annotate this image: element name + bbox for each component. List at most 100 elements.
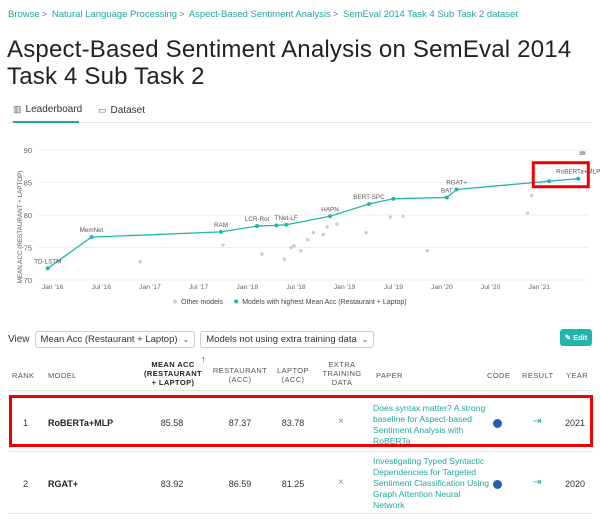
best-model-label: RoBERTa+MLP bbox=[556, 169, 600, 176]
legend-marker bbox=[173, 299, 177, 304]
other-model-point bbox=[364, 230, 368, 235]
col-mean-acc-l3: + LAPTOP) bbox=[151, 378, 195, 387]
other-model-point bbox=[335, 222, 339, 226]
col-paper[interactable]: PAPER bbox=[376, 371, 403, 380]
col-restaurant-l2: (ACC) bbox=[228, 375, 252, 384]
other-model-point bbox=[388, 215, 393, 219]
view-label: View bbox=[8, 334, 30, 345]
x-tick-label: Jan '17 bbox=[139, 284, 161, 291]
row2-mean-acc: 83.92 bbox=[160, 479, 184, 489]
best-model-label: BAT bbox=[441, 187, 453, 194]
best-model-point bbox=[366, 201, 371, 206]
col-laptop-l2: (ACC) bbox=[281, 375, 305, 384]
chart-menu-icon[interactable]: ≡ bbox=[579, 145, 587, 159]
breadcrumb: Browse > Natural Language Processing > Asp… bbox=[8, 9, 518, 20]
x-tick-label: Jan '21 bbox=[528, 284, 550, 291]
header-divider bbox=[8, 390, 592, 391]
col-code[interactable]: CODE bbox=[487, 371, 511, 380]
breadcrumb-dataset[interactable]: SemEval 2014 Task 4 Sub Task 2 dataset bbox=[343, 9, 518, 20]
y-tick-label: 70 bbox=[24, 276, 32, 285]
result-link-icon[interactable]: ⇥ bbox=[533, 477, 542, 488]
breadcrumb-browse[interactable]: Browse bbox=[8, 9, 40, 20]
col-mean-acc-l2: (RESTAURANT bbox=[143, 369, 202, 378]
x-tick-label: Jul '19 bbox=[384, 284, 404, 291]
best-model-label: HAPN bbox=[321, 206, 339, 213]
other-model-point bbox=[311, 230, 316, 235]
highlight-box bbox=[9, 395, 593, 447]
row1-paper-link[interactable]: Does syntax matter? A strong baseline fo… bbox=[373, 403, 486, 446]
sort-arrow-icon[interactable]: ↑ bbox=[201, 354, 206, 364]
best-model-label: BERT-SPC bbox=[353, 194, 385, 201]
other-model-point bbox=[325, 225, 329, 229]
row1-extra-data-cross-icon: × bbox=[338, 416, 344, 427]
page-title-line2: Task 4 Sub Task 2 bbox=[7, 63, 205, 90]
best-models-line bbox=[47, 178, 579, 269]
tab-leaderboard[interactable]: ▥ Leaderboard bbox=[13, 97, 82, 123]
best-model-point bbox=[444, 195, 449, 200]
filter-select[interactable]: Models not using extra training data ⌄ bbox=[200, 331, 375, 348]
github-icon[interactable] bbox=[493, 480, 502, 489]
tab-dataset[interactable]: ▭ Dataset bbox=[98, 97, 145, 123]
other-model-point bbox=[221, 243, 225, 247]
row1-rank: 1 bbox=[23, 418, 29, 428]
x-tick-label: Jul '18 bbox=[286, 284, 306, 291]
best-model-point bbox=[219, 229, 224, 234]
breadcrumb-absa[interactable]: Aspect-Based Sentiment Analysis bbox=[188, 9, 331, 20]
other-model-point bbox=[289, 245, 293, 250]
x-tick-label: Jul '16 bbox=[92, 284, 112, 291]
best-model-point bbox=[576, 176, 581, 181]
row2-extra-data-cross-icon: × bbox=[338, 477, 344, 488]
best-model-label: RAM bbox=[214, 222, 228, 229]
tab-bar: ▥ Leaderboard ▭ Dataset bbox=[8, 97, 592, 123]
x-tick-label: Jul '17 bbox=[189, 284, 209, 291]
col-extra-l2: TRAINING bbox=[322, 369, 362, 378]
row2-rank: 2 bbox=[23, 479, 29, 489]
col-model[interactable]: MODEL bbox=[48, 371, 77, 380]
best-model-label: LCR-Rot bbox=[245, 216, 270, 223]
other-model-point bbox=[425, 249, 430, 253]
legend-marker bbox=[234, 299, 239, 304]
col-extra-l3: DATA bbox=[331, 378, 353, 387]
col-year[interactable]: YEAR bbox=[566, 371, 589, 380]
breadcrumb-nlp[interactable]: Natural Language Processing bbox=[51, 9, 178, 20]
tab-dataset-label: Dataset bbox=[110, 104, 145, 116]
edit-button[interactable]: ✎ Edit bbox=[560, 329, 592, 346]
table-controls: View Mean Acc (Restaurant + Laptop) ⌄ Mo… bbox=[8, 331, 375, 348]
other-model-point bbox=[282, 257, 286, 261]
other-model-point bbox=[401, 214, 405, 218]
y-tick-label: 85 bbox=[24, 179, 32, 188]
other-model-point bbox=[321, 232, 325, 237]
github-icon[interactable] bbox=[493, 419, 502, 428]
other-model-point bbox=[260, 252, 264, 256]
other-model-point bbox=[292, 243, 296, 248]
col-extra-training-data[interactable]: EXTRA TRAINING DATA bbox=[318, 360, 366, 387]
row1-model[interactable]: RoBERTa+MLP bbox=[48, 418, 114, 428]
row1-mean-acc: 85.58 bbox=[160, 418, 184, 428]
col-extra-l1: EXTRA bbox=[328, 360, 356, 369]
x-tick-label: Jan '20 bbox=[431, 284, 453, 291]
row1-laptop-acc: 83.78 bbox=[281, 418, 305, 428]
best-model-point bbox=[547, 179, 552, 184]
y-tick-label: 90 bbox=[24, 146, 32, 155]
col-restaurant-acc[interactable]: RESTAURANT (ACC) bbox=[212, 366, 268, 384]
y-tick-label: 75 bbox=[24, 244, 32, 253]
result-link-icon[interactable]: ⇥ bbox=[533, 416, 542, 427]
row2-paper-link[interactable]: Investigating Typed Syntactic Dependenci… bbox=[373, 456, 490, 510]
row-divider bbox=[8, 513, 592, 514]
best-model-point bbox=[45, 266, 50, 271]
row2-year: 2020 bbox=[565, 479, 586, 489]
best-model-point bbox=[391, 196, 396, 201]
col-mean-acc[interactable]: MEAN ACC (RESTAURANT + LAPTOP) bbox=[142, 360, 204, 387]
best-model-point bbox=[328, 214, 333, 219]
col-result[interactable]: RESULT bbox=[522, 371, 554, 380]
row2-model[interactable]: RGAT+ bbox=[48, 479, 79, 489]
col-rank[interactable]: RANK bbox=[12, 371, 35, 380]
edit-icon: ✎ bbox=[564, 333, 572, 342]
best-model-label: TD-LSTM bbox=[34, 258, 61, 265]
metric-select[interactable]: Mean Acc (Restaurant + Laptop) ⌄ bbox=[34, 331, 196, 348]
col-laptop-acc[interactable]: LAPTOP (ACC) bbox=[270, 366, 316, 384]
best-model-label: RGAT+ bbox=[446, 180, 467, 187]
chevron-down-icon: ⌄ bbox=[182, 335, 190, 344]
col-laptop-l1: LAPTOP bbox=[277, 366, 309, 375]
col-mean-acc-l1: MEAN ACC bbox=[151, 360, 195, 369]
